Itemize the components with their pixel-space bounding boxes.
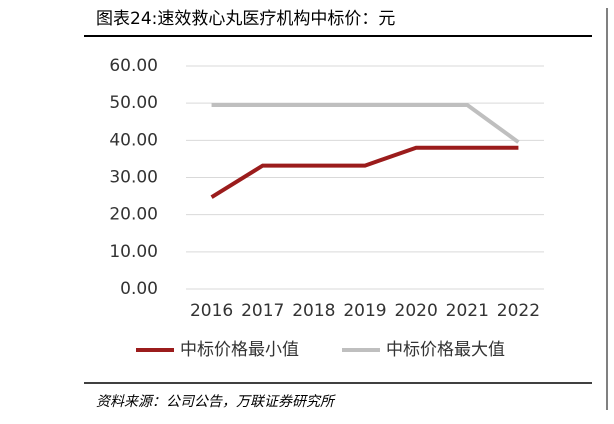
- x-tick-label: 2018: [292, 301, 335, 321]
- source: 资料来源：公司公告，万联证券研究所: [96, 394, 336, 410]
- series-line: [210, 145, 519, 199]
- chart-title: 图表24:速效救心丸医疗机构中标价：元: [96, 9, 395, 29]
- x-tick-label: 2020: [395, 301, 438, 321]
- y-tick-label: 30.00: [109, 168, 158, 188]
- y-tick-label: 50.00: [109, 93, 158, 113]
- x-tick-label: 2021: [446, 301, 489, 321]
- y-tick-label: 60.00: [109, 56, 158, 76]
- y-tick-label: 40.00: [109, 130, 158, 150]
- y-tick-label: 0.00: [120, 279, 158, 299]
- legend-label: 中标价格最小值: [180, 340, 299, 360]
- x-tick-label: 2016: [190, 301, 233, 321]
- y-tick-label: 10.00: [109, 242, 158, 262]
- x-tick-label: 2022: [497, 301, 540, 321]
- legend-label: 中标价格最大值: [386, 340, 505, 360]
- x-tick-label: 2017: [241, 301, 284, 321]
- series-line: [211, 103, 520, 144]
- y-tick-label: 20.00: [109, 205, 158, 225]
- x-tick-label: 2019: [343, 301, 386, 321]
